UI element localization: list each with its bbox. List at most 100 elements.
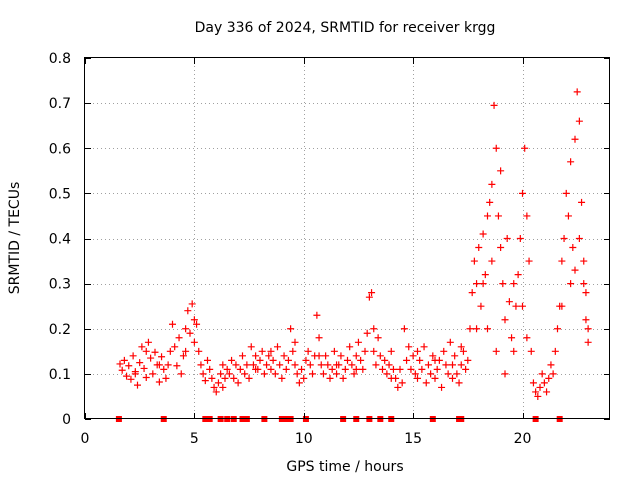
data-point — [387, 374, 395, 382]
data-point — [376, 352, 384, 360]
data-point — [532, 388, 540, 396]
data-point — [584, 338, 592, 346]
data-point — [516, 235, 524, 242]
data-point — [204, 356, 211, 364]
data-point — [394, 383, 402, 391]
data-point — [398, 379, 406, 387]
data-point — [418, 365, 426, 373]
data-point — [499, 280, 507, 288]
data-point — [451, 352, 459, 360]
data-point — [162, 374, 170, 382]
data-point — [578, 198, 586, 206]
data-point — [131, 370, 139, 378]
data-point — [523, 212, 531, 220]
data-point — [295, 379, 303, 387]
data-point — [225, 370, 233, 378]
data-point — [354, 338, 362, 346]
data-point — [567, 158, 575, 166]
data-point — [269, 356, 277, 364]
data-point — [396, 365, 404, 373]
data-point — [179, 352, 187, 360]
data-point — [481, 271, 489, 279]
y-tick-label: 0.5 — [49, 186, 71, 202]
data-point — [569, 244, 577, 252]
data-point — [197, 361, 205, 369]
data-point — [527, 347, 535, 355]
data-point — [359, 365, 367, 373]
data-point — [190, 338, 198, 346]
data-point — [365, 293, 373, 301]
data-point — [190, 316, 198, 324]
data-point — [219, 361, 227, 369]
data-point — [134, 381, 141, 389]
data-point — [195, 347, 203, 355]
y-tick-label: 0.4 — [49, 232, 71, 248]
data-point — [136, 359, 144, 367]
data-point — [177, 370, 185, 378]
data-point — [414, 374, 421, 382]
data-point — [171, 343, 179, 351]
data-point — [352, 352, 360, 360]
data-point — [287, 325, 295, 333]
data-point — [243, 361, 251, 369]
x-axis-label: GPS time / hours — [286, 459, 403, 475]
data-point — [479, 230, 487, 238]
data-point — [416, 356, 424, 364]
data-point — [173, 362, 181, 370]
data-point — [219, 383, 227, 391]
data-point — [120, 356, 128, 364]
data-point — [438, 383, 446, 391]
data-point — [280, 352, 288, 360]
data-point — [330, 347, 338, 355]
data-point — [584, 325, 592, 333]
data-point — [184, 307, 192, 315]
data-point — [497, 167, 505, 175]
data-point — [309, 370, 316, 378]
data-point — [444, 370, 452, 378]
data-point — [385, 361, 393, 369]
data-point — [551, 347, 559, 355]
data-point — [182, 347, 190, 355]
data-point — [497, 244, 505, 252]
data-point — [370, 347, 378, 355]
data-point — [409, 352, 417, 360]
data-point — [313, 311, 321, 319]
data-point — [580, 257, 588, 265]
data-point — [503, 235, 511, 242]
data-point — [158, 353, 166, 361]
data-point — [407, 365, 415, 373]
data-point — [263, 361, 271, 369]
data-point — [249, 361, 257, 369]
data-point — [339, 374, 347, 382]
data-point — [468, 289, 476, 297]
data-point — [372, 361, 380, 369]
data-point — [324, 361, 332, 369]
data-point — [214, 379, 222, 387]
data-point — [239, 352, 246, 360]
data-point — [234, 379, 242, 387]
data-point — [505, 298, 513, 306]
y-tick-label: 0 — [62, 412, 71, 428]
y-axis-label: SRMTID / TECUs — [7, 182, 23, 295]
data-point — [328, 365, 336, 373]
data-point — [466, 325, 474, 333]
data-point — [188, 300, 196, 308]
data-point — [431, 356, 439, 364]
data-point — [400, 325, 408, 333]
y-tick-label: 0.3 — [49, 277, 71, 293]
data-point — [431, 374, 439, 382]
data-point — [160, 365, 168, 373]
data-point — [129, 352, 137, 360]
data-point — [210, 383, 218, 391]
data-point — [449, 374, 456, 382]
data-point — [346, 343, 354, 351]
data-point — [479, 280, 487, 288]
data-point — [151, 348, 159, 356]
data-point — [545, 374, 553, 382]
data-point — [446, 338, 454, 346]
data-point — [501, 316, 509, 324]
data-point — [558, 302, 566, 310]
data-point — [525, 257, 533, 265]
data-point — [433, 365, 441, 373]
data-point — [199, 370, 207, 378]
